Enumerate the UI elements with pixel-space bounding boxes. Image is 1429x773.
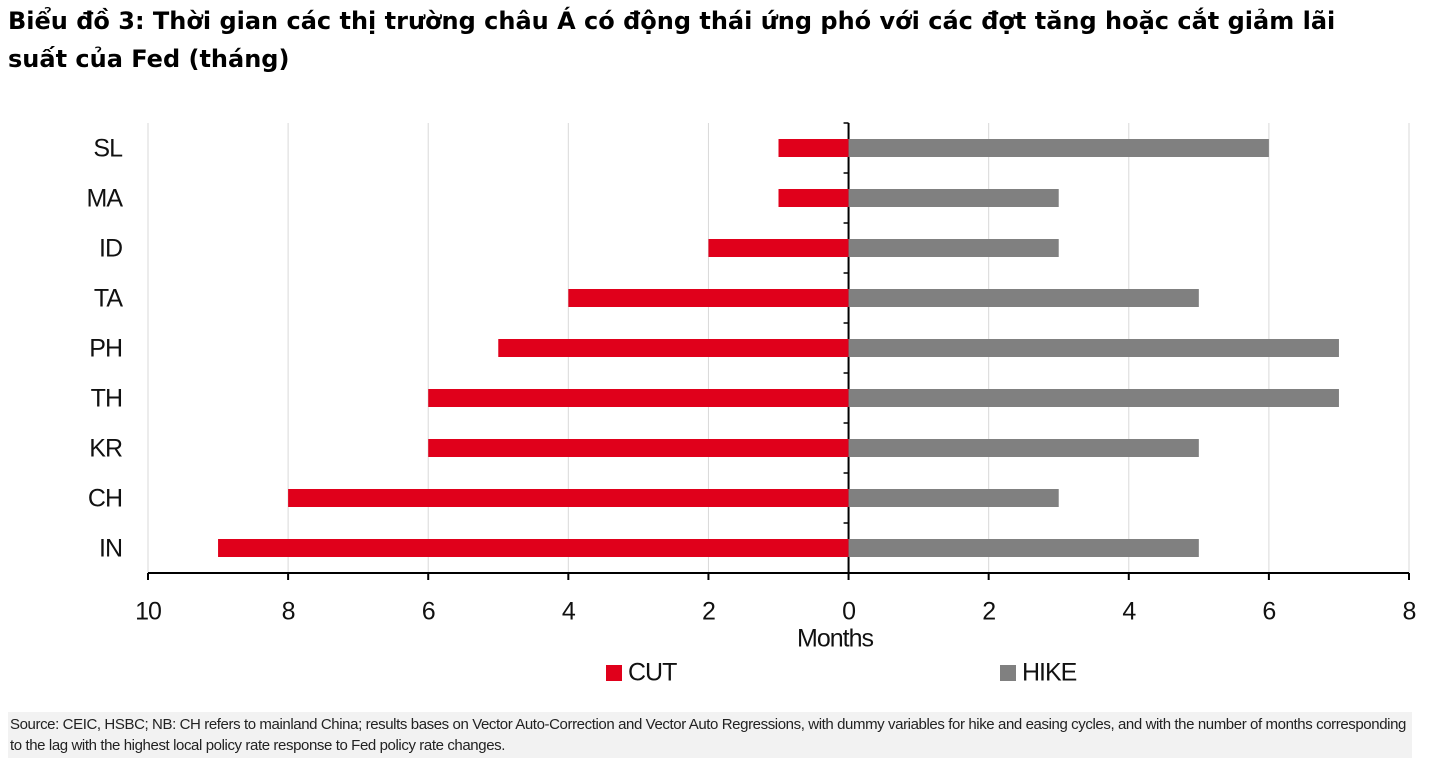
chart-title: Biểu đồ 3: Thời gian các thị trường châu…	[8, 7, 1336, 73]
bar	[848, 489, 1059, 507]
bar	[848, 239, 1059, 257]
bar	[708, 239, 849, 257]
y-tick-label: TA	[94, 285, 123, 313]
bar	[848, 539, 1199, 557]
bar	[498, 339, 849, 357]
x-tick-label: 8	[282, 598, 295, 626]
bar	[568, 289, 849, 307]
y-tick-label: MA	[87, 185, 124, 213]
bar	[848, 289, 1199, 307]
x-tick-label: 6	[422, 598, 435, 626]
bar	[848, 339, 1339, 357]
bar	[848, 439, 1199, 457]
bar	[778, 189, 849, 207]
x-axis-label: Months	[797, 625, 873, 653]
legend-swatch	[606, 665, 622, 681]
bar	[848, 389, 1339, 407]
x-tick-label: 2	[702, 598, 715, 626]
y-tick-label: TH	[91, 385, 122, 413]
x-tick-label: 8	[1403, 598, 1416, 626]
x-tick-label: 2	[982, 598, 995, 626]
y-tick-label: PH	[89, 335, 122, 363]
bar	[848, 139, 1269, 157]
x-tick-label: 0	[842, 598, 855, 626]
x-tick-label: 4	[1122, 598, 1136, 626]
legend-label: HIKE	[1022, 659, 1077, 687]
source-note: Source: CEIC, HSBC; NB: CH refers to mai…	[8, 712, 1412, 758]
bar	[288, 489, 849, 507]
bar	[218, 539, 849, 557]
bar	[428, 439, 849, 457]
legend-swatch	[1000, 665, 1016, 681]
y-tick-label: SL	[93, 135, 123, 163]
x-tick-label: 4	[562, 598, 576, 626]
x-tick-label: 6	[1262, 598, 1275, 626]
y-tick-label: CH	[88, 485, 122, 513]
x-tick-label: 10	[135, 598, 161, 626]
y-tick-label: IN	[99, 535, 122, 563]
bar	[428, 389, 849, 407]
bar	[848, 189, 1059, 207]
y-tick-label: ID	[99, 235, 122, 263]
bar	[778, 139, 849, 157]
legend-label: CUT	[628, 659, 677, 687]
chart: Months 10 8 6 4 2 0 2 4 6 8 SL MA ID TA PH TH KR CH IN CUT H…	[87, 122, 1417, 687]
y-tick-label: KR	[89, 435, 122, 463]
